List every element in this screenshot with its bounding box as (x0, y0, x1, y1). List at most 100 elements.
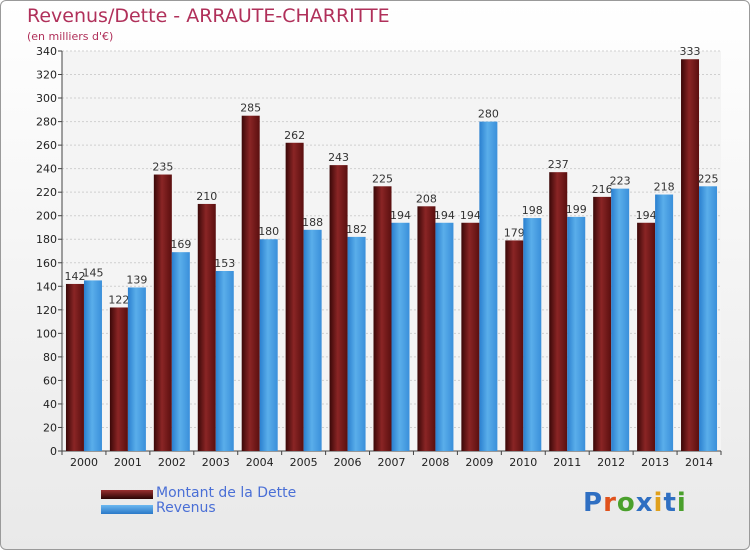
data-label-dette: 122 (108, 293, 129, 306)
y-tick-label: 320 (36, 69, 57, 82)
x-tick-label: 2013 (641, 456, 669, 469)
bar-dette (241, 115, 260, 452)
bar-dette (109, 307, 128, 451)
data-label-revenus: 194 (434, 209, 455, 222)
data-label-dette: 243 (328, 151, 349, 164)
logo-letter: i (676, 488, 687, 518)
data-label-dette: 235 (152, 161, 173, 174)
data-label-dette: 210 (196, 190, 217, 203)
x-tick-label: 2004 (246, 456, 274, 469)
data-label-dette: 262 (284, 129, 305, 142)
x-tick-label: 2006 (334, 456, 362, 469)
x-tick-label: 2000 (70, 456, 98, 469)
bar-dette (329, 165, 348, 451)
bar-dette (505, 240, 524, 451)
data-label-revenus: 194 (390, 209, 411, 222)
bar-revenus (655, 194, 674, 451)
bar-revenus (567, 216, 586, 451)
data-label-dette: 333 (680, 45, 701, 58)
data-label-revenus: 198 (522, 204, 543, 217)
data-label-dette: 225 (372, 172, 393, 185)
bar-dette (593, 196, 612, 451)
bar-dette (417, 206, 436, 451)
x-tick-label: 2003 (202, 456, 230, 469)
data-label-revenus: 169 (170, 238, 191, 251)
bar-dette (461, 222, 480, 451)
data-label-revenus: 145 (82, 266, 103, 279)
y-tick-label: 60 (43, 374, 57, 387)
y-tick-label: 80 (43, 351, 57, 364)
x-tick-label: 2001 (114, 456, 142, 469)
bar-revenus (171, 252, 190, 451)
data-label-dette: 285 (240, 102, 261, 115)
legend-item-revenus: Revenus (101, 500, 341, 516)
bar-revenus (699, 186, 718, 451)
x-tick-label: 2014 (685, 456, 713, 469)
x-tick-label: 2010 (509, 456, 537, 469)
bar-revenus (303, 229, 322, 451)
data-label-revenus: 280 (478, 108, 499, 121)
y-tick-label: 160 (36, 257, 57, 270)
data-label-dette: 237 (548, 158, 569, 171)
logo-letter: i (653, 488, 664, 518)
legend-swatch-dette (101, 490, 153, 499)
y-tick-label: 260 (36, 139, 57, 152)
x-tick-label: 2007 (378, 456, 406, 469)
bar-dette (637, 222, 656, 451)
data-label-revenus: 182 (346, 223, 367, 236)
data-label-revenus: 153 (214, 257, 235, 270)
y-tick-label: 280 (36, 116, 57, 129)
legend-label-revenus: Revenus (156, 500, 216, 516)
bar-revenus (127, 287, 146, 451)
x-tick-label: 2008 (421, 456, 449, 469)
bar-dette (681, 59, 700, 452)
bar-revenus (435, 222, 454, 451)
data-label-revenus: 225 (698, 172, 719, 185)
bar-dette (549, 172, 568, 452)
y-tick-label: 220 (36, 186, 57, 199)
legend-swatch-revenus (101, 505, 153, 514)
y-tick-label: 120 (36, 304, 57, 317)
legend-label-dette: Montant de la Dette (156, 485, 297, 501)
bar-revenus (391, 222, 410, 451)
x-tick-label: 2009 (465, 456, 493, 469)
x-tick-label: 2011 (553, 456, 581, 469)
y-tick-label: 340 (36, 45, 57, 58)
bar-revenus (259, 239, 278, 451)
x-tick-label: 2012 (597, 456, 625, 469)
chart-title: Revenus/Dette - ARRAUTE-CHARRITTE (27, 5, 390, 27)
bar-dette (153, 174, 172, 451)
bar-revenus (611, 188, 630, 451)
y-tick-label: 140 (36, 280, 57, 293)
data-label-revenus: 139 (126, 273, 147, 286)
y-tick-label: 100 (36, 327, 57, 340)
y-tick-label: 200 (36, 210, 57, 223)
data-label-revenus: 218 (654, 181, 675, 194)
data-label-revenus: 188 (302, 216, 323, 229)
logo-letter: P (583, 488, 604, 518)
data-label-revenus: 223 (610, 175, 631, 188)
data-label-dette: 142 (64, 270, 85, 283)
bar-revenus (215, 271, 234, 451)
x-tick-label: 2002 (158, 456, 186, 469)
proxiti-logo: Proxiti (583, 488, 687, 518)
y-tick-label: 0 (50, 445, 57, 458)
data-label-dette: 208 (416, 192, 437, 205)
x-tick-label: 2005 (290, 456, 318, 469)
legend-item-dette: Montant de la Dette (101, 485, 341, 501)
y-tick-label: 300 (36, 92, 57, 105)
data-label-dette: 179 (504, 226, 525, 239)
logo-letter: r (603, 488, 617, 518)
bar-revenus (479, 121, 498, 452)
y-tick-label: 240 (36, 163, 57, 176)
bar-dette (285, 142, 304, 451)
bar-dette (65, 283, 84, 451)
data-label-dette: 194 (636, 209, 657, 222)
data-label-revenus: 199 (566, 203, 587, 216)
y-tick-label: 40 (43, 398, 57, 411)
logo-letter: o (616, 488, 636, 518)
y-tick-label: 180 (36, 233, 57, 246)
bar-revenus (523, 218, 542, 451)
